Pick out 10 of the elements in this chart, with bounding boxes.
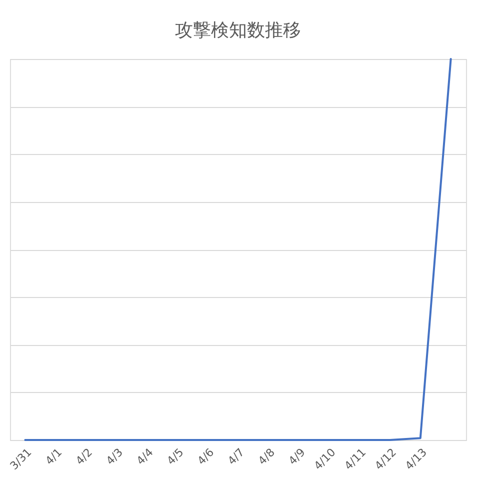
chart-title: 攻撃検知数推移 — [175, 20, 301, 41]
x-tick-label: 4/8 — [256, 446, 278, 468]
x-tick-label: 4/3 — [104, 446, 126, 468]
x-tick-label: 4/7 — [225, 446, 247, 468]
x-tick-label: 4/1 — [42, 446, 65, 468]
x-tick-label: 4/2 — [73, 446, 95, 468]
x-tick-label: 4/6 — [194, 446, 217, 468]
x-tick-label: 4/4 — [134, 446, 156, 468]
x-tick-label: 4/9 — [286, 446, 308, 468]
x-tick-label: 4/5 — [164, 446, 186, 468]
